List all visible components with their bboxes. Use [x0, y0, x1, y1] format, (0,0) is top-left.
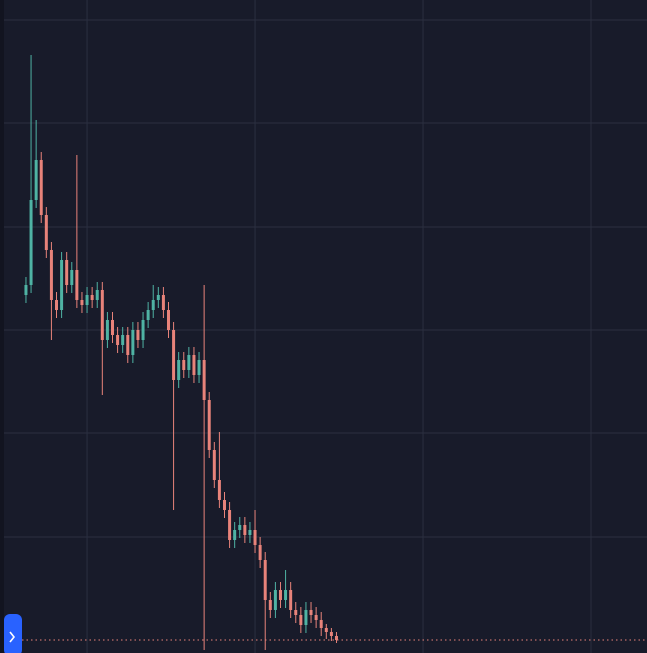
candle-body — [131, 330, 135, 355]
candle-body — [212, 450, 216, 480]
candle-body — [289, 590, 293, 610]
candle-body — [105, 320, 109, 340]
candle-body — [24, 285, 28, 295]
candle-body — [85, 295, 89, 305]
candle-body — [60, 260, 64, 310]
button-bg[interactable] — [4, 614, 22, 653]
candle-body — [233, 530, 237, 540]
candle-body — [192, 355, 196, 375]
candle-body — [202, 360, 206, 400]
chevron-icon[interactable] — [9, 631, 16, 643]
candle-body — [248, 530, 252, 535]
candle-body — [44, 215, 48, 250]
candle-body — [329, 632, 333, 636]
candle-body — [39, 160, 43, 215]
candle-body — [70, 270, 74, 285]
candle-body — [110, 320, 114, 335]
candle-body — [177, 360, 181, 380]
candle-body — [319, 620, 323, 628]
candle-body — [197, 360, 201, 375]
candle-body — [121, 335, 125, 345]
candle-body — [49, 250, 53, 300]
candle-body — [263, 560, 267, 600]
candle-body — [304, 610, 308, 625]
candles — [24, 55, 338, 650]
candle-body — [187, 355, 191, 370]
candle-body — [228, 510, 232, 540]
candle-body — [172, 330, 176, 380]
candle-body — [151, 300, 155, 310]
candle-body — [34, 160, 38, 200]
candle-body — [136, 330, 140, 340]
candle-body — [55, 300, 59, 310]
candle-body — [324, 628, 328, 632]
candle-body — [217, 480, 221, 500]
candle-body — [273, 590, 277, 610]
candle-body — [100, 290, 104, 340]
expand-button[interactable] — [4, 614, 22, 653]
candle-body — [80, 300, 84, 305]
candle-body — [141, 320, 145, 340]
candle-body — [334, 636, 338, 640]
candle-body — [207, 400, 211, 450]
candle-body — [253, 530, 257, 545]
candle-body — [238, 525, 242, 530]
candle-body — [161, 295, 165, 310]
candle-body — [258, 545, 262, 560]
candle-body — [126, 335, 130, 355]
candle-body — [299, 615, 303, 625]
candle-body — [314, 615, 318, 620]
candle-body — [146, 310, 150, 320]
candle-body — [278, 590, 282, 600]
candle-body — [182, 360, 186, 370]
candle-body — [90, 295, 94, 300]
candle-body — [65, 260, 69, 285]
candle-body — [243, 525, 247, 535]
candle-body — [284, 590, 288, 600]
left-edge — [0, 0, 4, 653]
candle-body — [294, 610, 298, 615]
candle-body — [166, 310, 170, 330]
candle-body — [268, 600, 272, 610]
candle-body — [309, 610, 313, 615]
candle-body — [95, 290, 99, 300]
candle-body — [29, 200, 33, 285]
candle-body — [75, 270, 79, 300]
candle-body — [156, 295, 160, 300]
candle-body — [116, 335, 120, 345]
candle-body — [222, 500, 226, 510]
